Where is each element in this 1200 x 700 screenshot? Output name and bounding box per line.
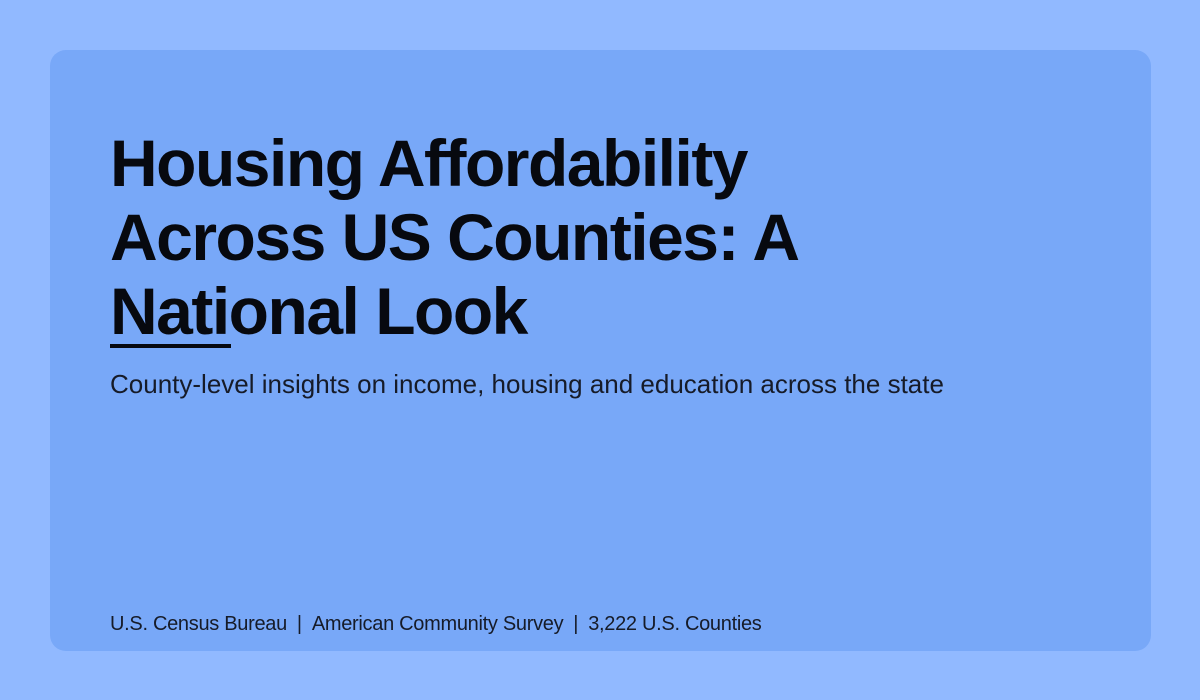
source-footer: U.S. Census Bureau | American Community Su… [110,610,762,638]
footer-separator-2: | [573,613,579,635]
page-subtitle: County-level insights on income, housing… [110,369,944,399]
title-accent-underline [110,344,231,348]
hero-card: Housing Affordability Across US Counties… [50,50,1151,651]
footer-separator-1: | [296,613,302,635]
footer-survey: American Community Survey [311,613,564,635]
footer-coverage: 3,222 U.S. Counties [588,613,762,635]
page-title: Housing Affordability Across US Counties… [110,126,798,348]
footer-source: U.S. Census Bureau [110,613,287,635]
